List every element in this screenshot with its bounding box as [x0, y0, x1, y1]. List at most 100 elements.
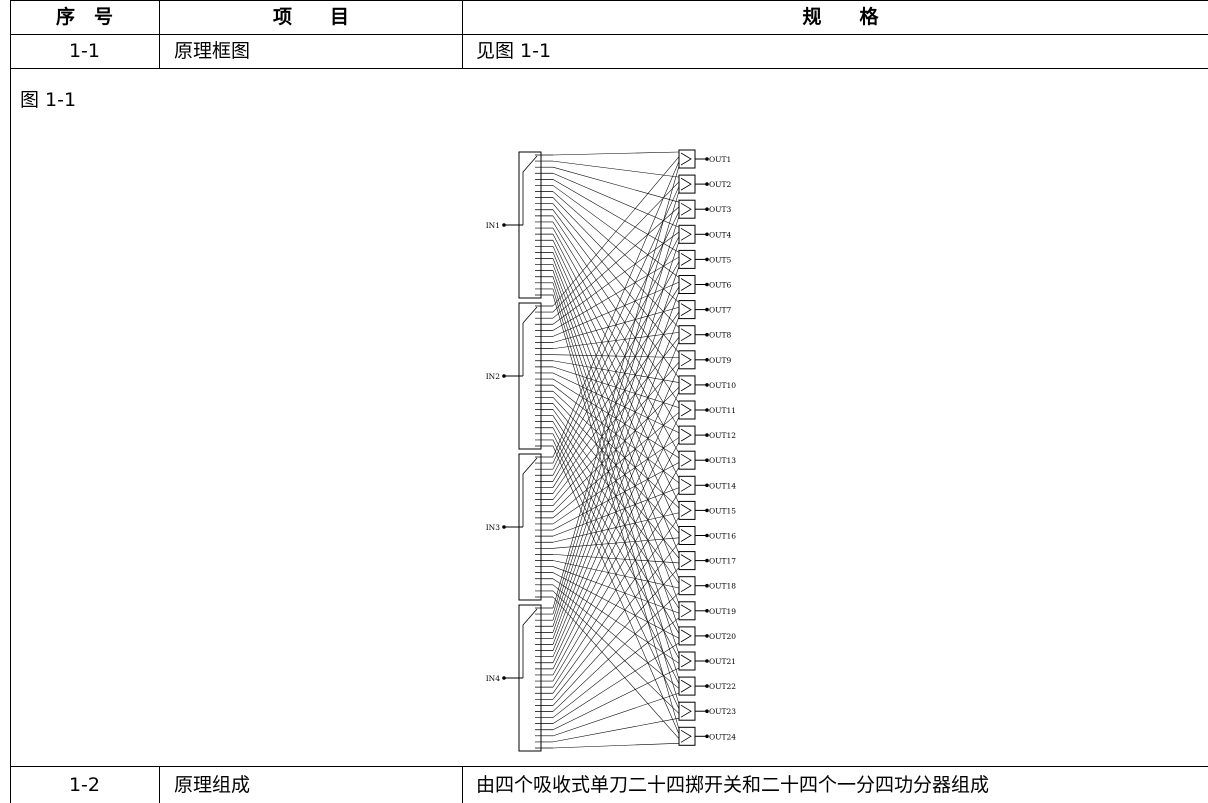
output-dot: [705, 558, 709, 563]
output-label: OUT7: [709, 306, 731, 315]
divider-block: [678, 199, 696, 219]
divider-block: [678, 676, 696, 696]
connection-line: [552, 366, 680, 657]
divider-symbol: [680, 227, 692, 241]
connection-line: [552, 173, 680, 228]
divider-symbol: [680, 704, 692, 718]
divider-block: [678, 576, 696, 596]
connection-line: [552, 517, 680, 694]
divider-symbol: [680, 253, 692, 266]
output-label: OUT16: [709, 532, 736, 541]
connection-line: [552, 316, 680, 645]
output-dot: [705, 257, 709, 262]
output-dot: [705, 458, 709, 463]
output-label: OUT21: [709, 657, 736, 666]
divider-symbol: [680, 353, 692, 367]
table-rule: [10, 34, 1208, 35]
divider-symbol: [680, 378, 692, 392]
connection-line: [552, 186, 680, 464]
connection-line: [552, 211, 680, 470]
output-dot: [705, 408, 709, 412]
connection-line: [552, 166, 680, 203]
row-item: 原理框图: [174, 40, 251, 62]
column-divider: [159, 0, 160, 68]
divider-symbol: [680, 278, 692, 291]
connection-line: [552, 592, 680, 712]
row-spec: 见图 1-1: [476, 40, 552, 62]
input-label: IN3: [486, 523, 501, 532]
divider-symbol: [680, 729, 692, 743]
input-label: IN2: [486, 372, 501, 381]
column-divider: [159, 766, 160, 803]
output-dot: [705, 583, 709, 588]
switch-wiper: [522, 306, 538, 376]
output-label: OUT17: [709, 557, 736, 566]
output-label: OUT13: [709, 456, 736, 465]
table-border-top: [10, 0, 1208, 1]
header-seq: 序 号: [55, 6, 113, 28]
column-divider: [462, 0, 463, 68]
row-spec: 由四个吸收式单刀二十四掷开关和二十四个一分四功分器组成: [476, 774, 990, 796]
connection-line: [552, 467, 680, 682]
input-dot: [502, 223, 506, 227]
divider-block: [678, 350, 696, 370]
output-label: OUT22: [709, 682, 736, 691]
input-dot: [502, 676, 506, 680]
divider-block: [678, 601, 696, 621]
connection-line: [552, 191, 680, 615]
divider-block: [678, 249, 696, 269]
divider-symbol: [680, 529, 692, 542]
switch-wiper: [522, 457, 538, 527]
divider-symbol: [680, 202, 692, 216]
connection-line: [552, 266, 680, 633]
figure-caption: 图 1-1: [20, 89, 77, 111]
divider-symbol: [680, 428, 692, 442]
divider-symbol: [680, 504, 692, 517]
connection-line: [552, 642, 680, 724]
output-label: OUT11: [709, 406, 736, 415]
column-divider: [462, 766, 463, 803]
divider-block: [678, 526, 696, 545]
output-label: OUT24: [709, 732, 736, 741]
output-label: OUT19: [709, 607, 736, 616]
output-dot: [705, 332, 709, 337]
divider-block: [678, 726, 696, 746]
spec-table: 序 号 项 目 规 格 1-1 原理框图 见图 1-1 图 1-1 1-2 原理…: [10, 0, 1208, 803]
output-label: OUT15: [709, 506, 736, 515]
switch-wiper: [522, 155, 538, 225]
divider-block: [678, 400, 696, 420]
output-dot: [705, 609, 709, 613]
output-label: OUT10: [709, 381, 736, 390]
divider-symbol: [680, 654, 692, 668]
input-dot: [502, 525, 506, 529]
connection-line: [552, 256, 680, 331]
output-label: OUT18: [709, 582, 736, 591]
connection-line: [552, 165, 680, 609]
connection-line: [552, 567, 680, 706]
connection-line: [552, 179, 680, 253]
row-seq: 1-1: [68, 40, 101, 62]
output-dot: [705, 508, 709, 513]
connection-line: [552, 743, 680, 749]
row-seq: 1-2: [68, 774, 101, 796]
output-dot: [705, 383, 709, 387]
output-dot: [705, 207, 709, 211]
input-label: IN4: [486, 674, 501, 683]
divider-symbol: [680, 554, 692, 567]
divider-block: [678, 500, 696, 520]
block-diagram: IN1 IN2 IN3 IN4 OUT1 OUT2 OUT3 OUT4 OUT5 OUT6 OUT7…: [486, 149, 736, 752]
output-dot: [705, 232, 709, 237]
header-item: 项 目: [272, 6, 349, 28]
connection-line: [552, 161, 680, 458]
divider-symbol: [680, 579, 692, 593]
divider-symbol: [680, 177, 692, 191]
output-dot: [705, 483, 709, 488]
divider-symbol: [680, 629, 692, 643]
output-dot: [705, 307, 709, 312]
table-border-left: [10, 0, 11, 803]
connection-line: [552, 206, 680, 319]
divider-symbol: [680, 604, 692, 618]
connection-line: [552, 156, 680, 307]
output-dot: [705, 433, 709, 437]
divider-block: [678, 300, 696, 320]
